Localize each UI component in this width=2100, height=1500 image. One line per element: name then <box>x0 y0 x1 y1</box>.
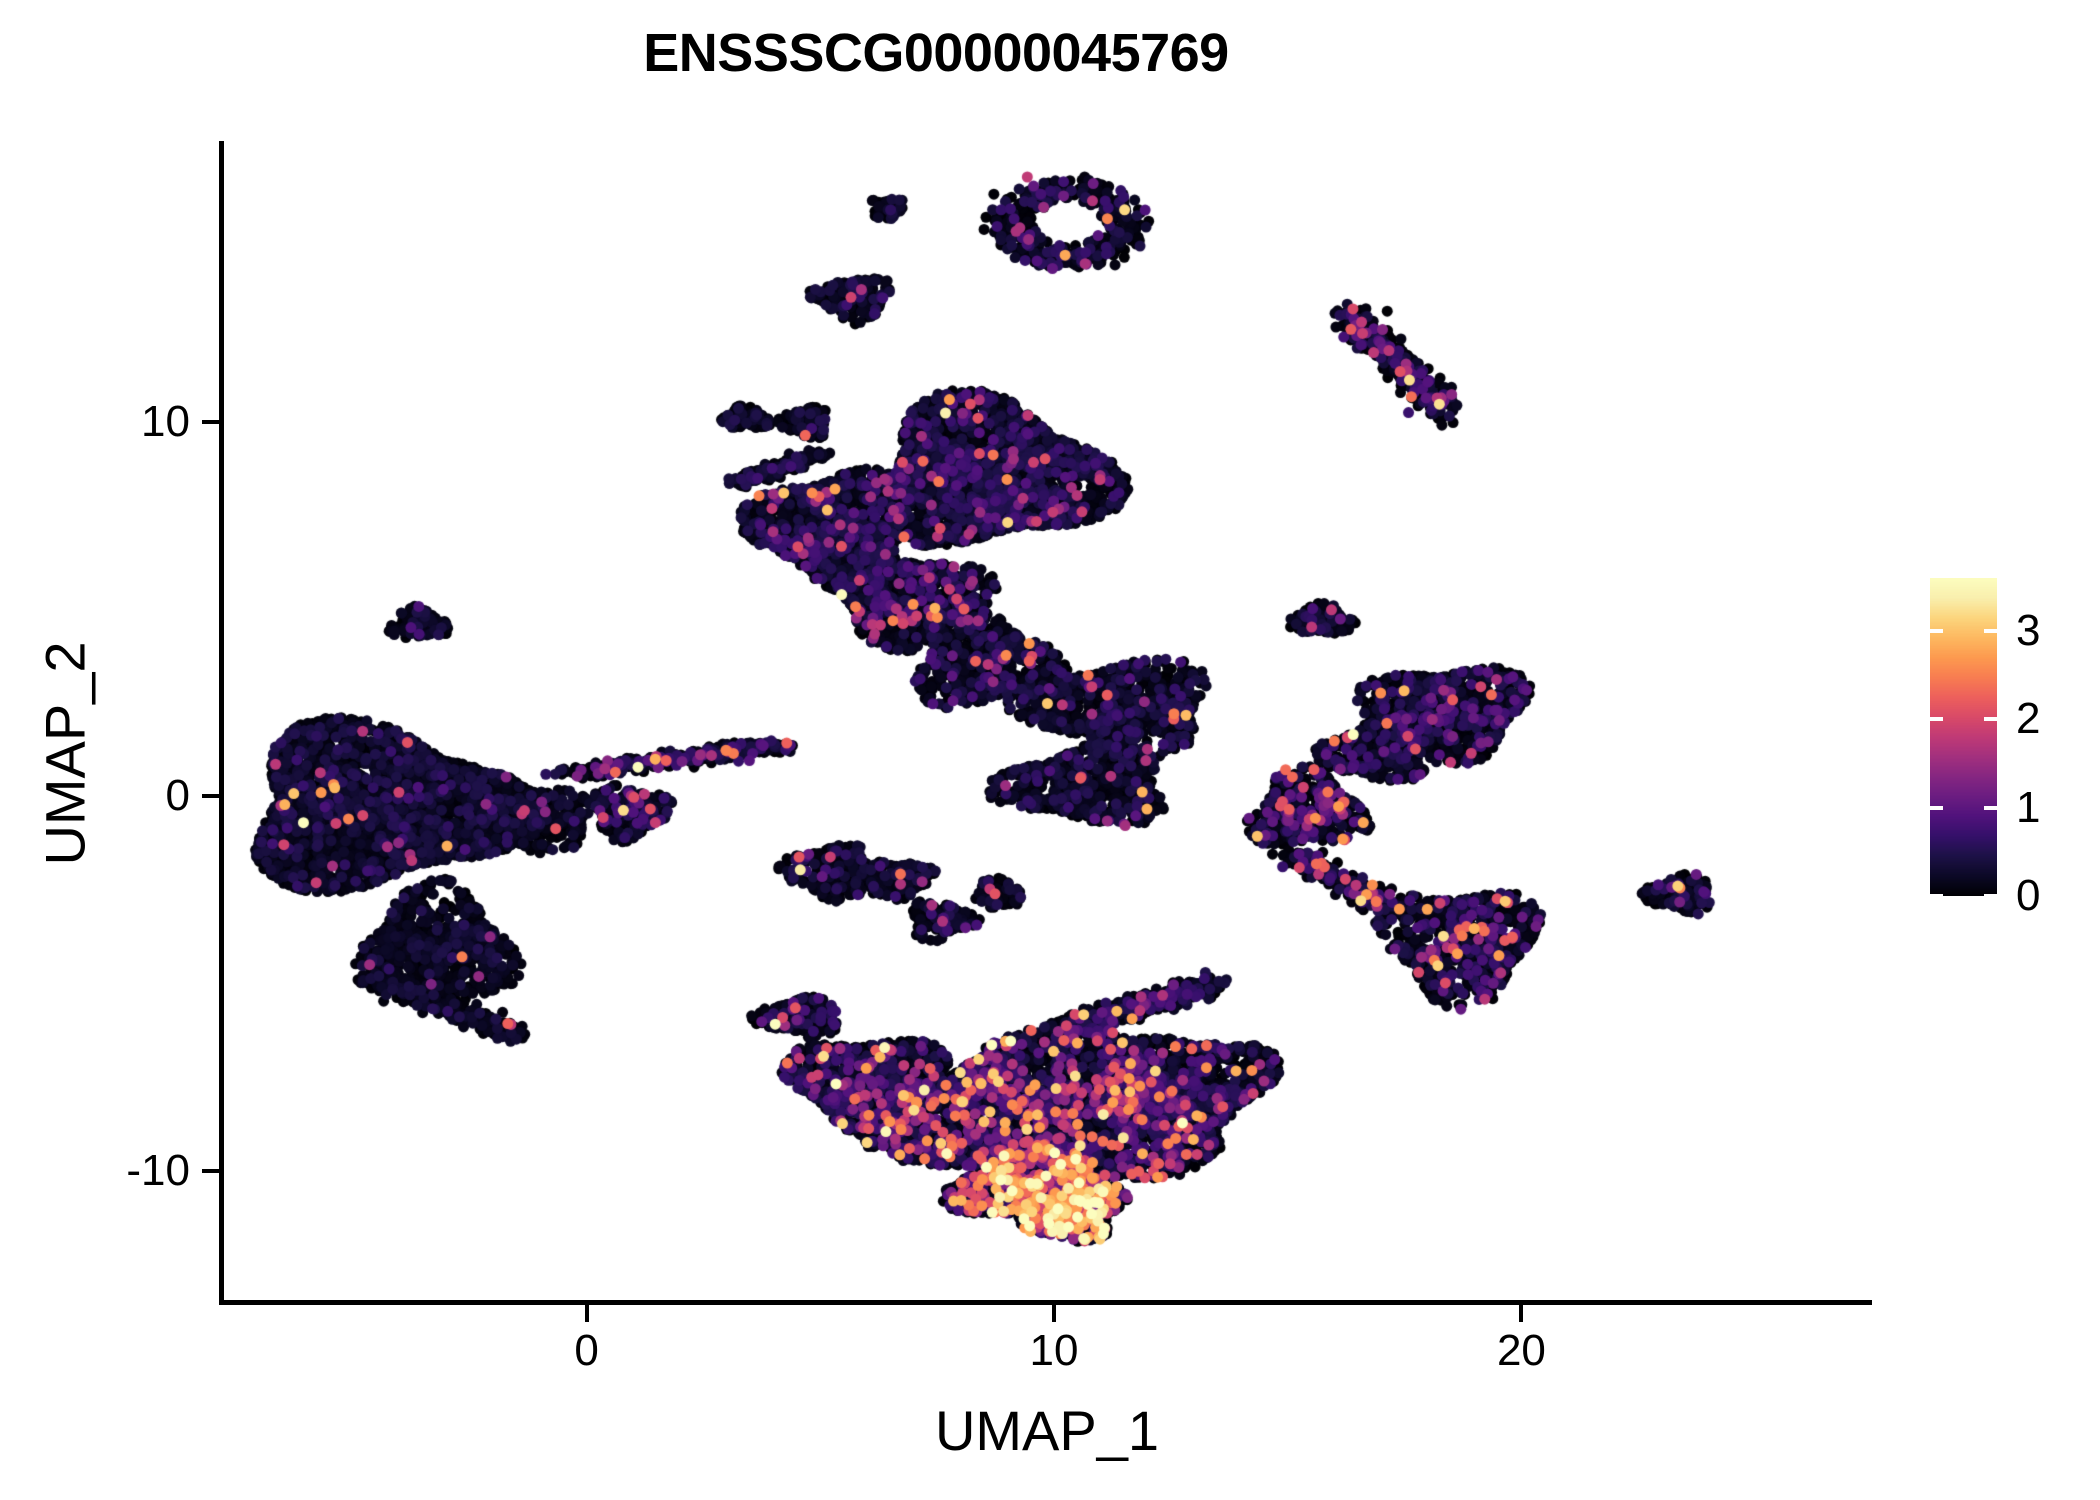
x-tick-mark <box>1519 1305 1524 1322</box>
x-tick-mark <box>1052 1305 1056 1322</box>
colorbar-tick-label: 0 <box>2016 871 2041 920</box>
colorbar-tick-label: 2 <box>2016 694 2041 744</box>
y-tick-label: -10 <box>126 1145 190 1195</box>
y-tick-label: 0 <box>165 771 190 821</box>
x-tick-label: 10 <box>1029 1326 1079 1375</box>
colorbar-tick-mark <box>1930 629 1943 633</box>
y-axis-line <box>219 141 224 1305</box>
x-axis-line <box>219 1300 1872 1305</box>
x-axis-title: UMAP_1 <box>934 1399 1160 1462</box>
colorbar-tick-mark <box>1930 894 1943 898</box>
y-tick-mark <box>202 1168 219 1173</box>
y-tick-label: 10 <box>141 396 190 446</box>
colorbar-tick-label: 1 <box>2016 782 2041 832</box>
plot-panel <box>222 141 1872 1302</box>
page-title: ENSSSCG00000045769 <box>643 23 1229 83</box>
colorbar-tick-label: 3 <box>2016 606 2041 655</box>
scatter-points-layer <box>222 141 1872 1302</box>
colorbar-tick-mark <box>1984 717 1997 722</box>
colorbar-tick-mark <box>1984 629 1997 633</box>
x-tick-label: 20 <box>1496 1326 1546 1375</box>
colorbar-tick-mark <box>1984 805 1997 810</box>
colorbar-tick-mark <box>1984 894 1997 898</box>
colorbar-tick-mark <box>1930 805 1943 810</box>
x-tick-label: 0 <box>574 1326 599 1375</box>
colorbar-tick-mark <box>1930 717 1943 722</box>
y-axis-title: UMAP_2 <box>33 641 97 866</box>
y-tick-mark <box>202 794 219 799</box>
colorbar-gradient <box>1930 578 1997 896</box>
x-tick-mark <box>584 1305 589 1322</box>
y-tick-mark <box>202 419 219 424</box>
